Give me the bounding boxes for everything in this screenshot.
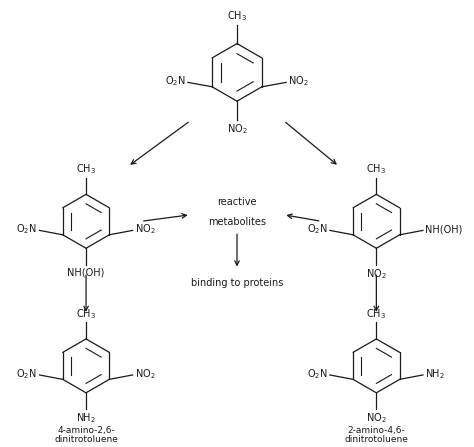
Text: O$_2$N: O$_2$N [307, 367, 328, 381]
Text: O$_2$N: O$_2$N [307, 223, 328, 236]
Text: NO$_2$: NO$_2$ [227, 122, 247, 135]
Text: O$_2$N: O$_2$N [17, 223, 37, 236]
Text: O$_2$N: O$_2$N [165, 75, 186, 89]
Text: NH$_2$: NH$_2$ [425, 367, 445, 381]
Text: NH(OH): NH(OH) [67, 267, 105, 277]
Text: NO$_2$: NO$_2$ [366, 412, 387, 426]
Text: CH$_3$: CH$_3$ [227, 10, 247, 23]
Text: NO$_2$: NO$_2$ [135, 367, 155, 381]
Text: dinitrotoluene: dinitrotoluene [345, 435, 408, 444]
Text: reactive: reactive [217, 197, 257, 207]
Text: CH$_3$: CH$_3$ [76, 307, 96, 320]
Text: NO$_2$: NO$_2$ [288, 75, 309, 89]
Text: 2-amino-4,6-: 2-amino-4,6- [347, 426, 405, 434]
Text: dinitrotoluene: dinitrotoluene [54, 435, 118, 444]
Text: binding to proteins: binding to proteins [191, 278, 283, 288]
Text: O$_2$N: O$_2$N [17, 367, 37, 381]
Text: 4-amino-2,6-: 4-amino-2,6- [57, 426, 115, 434]
Text: CH$_3$: CH$_3$ [366, 307, 386, 320]
Text: CH$_3$: CH$_3$ [76, 162, 96, 176]
Text: NH(OH): NH(OH) [425, 224, 463, 235]
Text: NO$_2$: NO$_2$ [366, 267, 387, 281]
Text: NO$_2$: NO$_2$ [135, 223, 155, 236]
Text: NH$_2$: NH$_2$ [76, 412, 96, 426]
Text: metabolites: metabolites [208, 217, 266, 227]
Text: CH$_3$: CH$_3$ [366, 162, 386, 176]
